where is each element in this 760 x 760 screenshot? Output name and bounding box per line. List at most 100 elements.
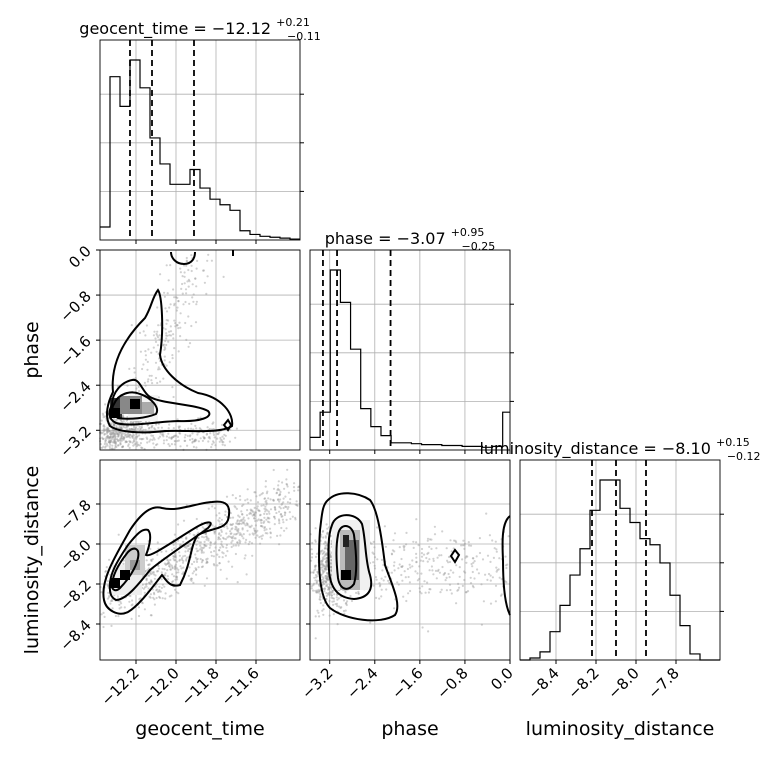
scatter-point <box>209 541 212 544</box>
scatter-point <box>322 564 325 567</box>
scatter-point <box>202 536 206 539</box>
scatter-point <box>253 529 257 533</box>
scatter-point <box>170 564 173 567</box>
scatter-point <box>170 437 173 440</box>
scatter-point <box>320 550 323 553</box>
scatter-point <box>102 414 105 417</box>
scatter-point <box>321 556 325 559</box>
scatter-point <box>253 513 256 516</box>
scatter-point <box>327 586 331 589</box>
scatter-point <box>236 541 239 544</box>
scatter-point <box>177 592 180 595</box>
scatter-point <box>275 491 278 494</box>
scatter-point <box>182 559 185 563</box>
scatter-point <box>150 351 153 354</box>
tick-label-x-geocent_time: −11.8 <box>178 664 223 709</box>
scatter-point <box>256 505 259 508</box>
scatter-point <box>325 556 328 560</box>
scatter-point <box>494 540 497 543</box>
scatter-point <box>344 589 347 593</box>
scatter-point <box>226 550 229 553</box>
scatter-point <box>329 555 332 558</box>
scatter-point <box>330 566 333 569</box>
scatter-point <box>198 427 201 430</box>
scatter-point <box>181 292 184 295</box>
scatter-point <box>471 570 474 574</box>
scatter-point <box>450 592 453 595</box>
scatter-point <box>164 597 167 600</box>
scatter-point <box>322 551 325 555</box>
scatter-point <box>169 334 173 337</box>
scatter-point <box>109 447 112 450</box>
scatter-point <box>140 437 143 441</box>
scatter-point <box>294 516 297 520</box>
scatter-point <box>420 592 423 595</box>
scatter-point <box>428 545 431 549</box>
scatter-point <box>150 580 153 584</box>
scatter-point <box>231 539 234 542</box>
scatter-point <box>289 517 292 521</box>
scatter-point <box>160 550 163 553</box>
scatter-point <box>420 552 423 555</box>
scatter-point <box>183 439 186 442</box>
scatter-point <box>162 439 166 442</box>
scatter-point <box>278 543 281 546</box>
scatter-point <box>253 506 256 509</box>
scatter-point <box>325 577 328 580</box>
scatter-point <box>111 441 114 444</box>
scatter-point <box>121 445 124 448</box>
scatter-point <box>205 561 208 565</box>
scatter-point <box>267 510 270 513</box>
scatter-point <box>102 437 105 441</box>
xlabel-luminosity_distance: luminosity_distance <box>526 718 715 740</box>
scatter-point <box>152 436 155 439</box>
scatter-point <box>176 578 179 581</box>
panel-2d-phase-luminosity_distance <box>306 459 511 664</box>
scatter-point <box>277 480 280 483</box>
scatter-point <box>178 431 181 435</box>
scatter-point <box>108 436 111 439</box>
scatter-point <box>324 574 327 578</box>
scatter-point <box>421 626 424 629</box>
scatter-point <box>197 549 200 552</box>
scatter-point <box>112 418 115 421</box>
scatter-point <box>158 368 161 371</box>
scatter-point <box>224 510 227 513</box>
scatter-point <box>441 530 444 533</box>
tick-label-x-phase: −3.2 <box>298 664 336 702</box>
scatter-point <box>221 443 224 446</box>
scatter-point <box>108 436 112 439</box>
contour-outer-geocent_time-phase <box>105 288 234 434</box>
scatter-point <box>173 533 176 536</box>
scatter-point <box>125 433 128 436</box>
scatter-point <box>292 486 296 489</box>
scatter-point <box>210 259 213 262</box>
scatter-point <box>157 324 160 327</box>
scatter-point <box>187 544 190 547</box>
scatter-point <box>103 429 106 432</box>
scatter-point <box>186 545 189 548</box>
scatter-point <box>438 571 441 574</box>
scatter-point <box>162 442 165 445</box>
scatter-point <box>163 585 166 588</box>
scatter-point <box>246 522 249 526</box>
scatter-point <box>111 444 114 447</box>
scatter-point <box>104 441 107 444</box>
scatter-point <box>269 498 272 501</box>
scatter-point <box>264 508 267 511</box>
scatter-point <box>173 555 176 558</box>
scatter-point <box>326 578 329 581</box>
scatter-point <box>217 432 220 436</box>
scatter-point <box>167 340 170 343</box>
scatter-point <box>326 575 329 578</box>
scatter-point <box>137 385 140 388</box>
scatter-point <box>321 572 324 575</box>
scatter-point <box>419 559 422 562</box>
scatter-point <box>129 421 133 424</box>
scatter-point <box>219 534 222 537</box>
scatter-point <box>105 442 108 445</box>
scatter-point <box>438 554 441 557</box>
scatter-point <box>201 526 204 529</box>
scatter-point <box>119 438 122 441</box>
scatter-point <box>164 328 167 331</box>
